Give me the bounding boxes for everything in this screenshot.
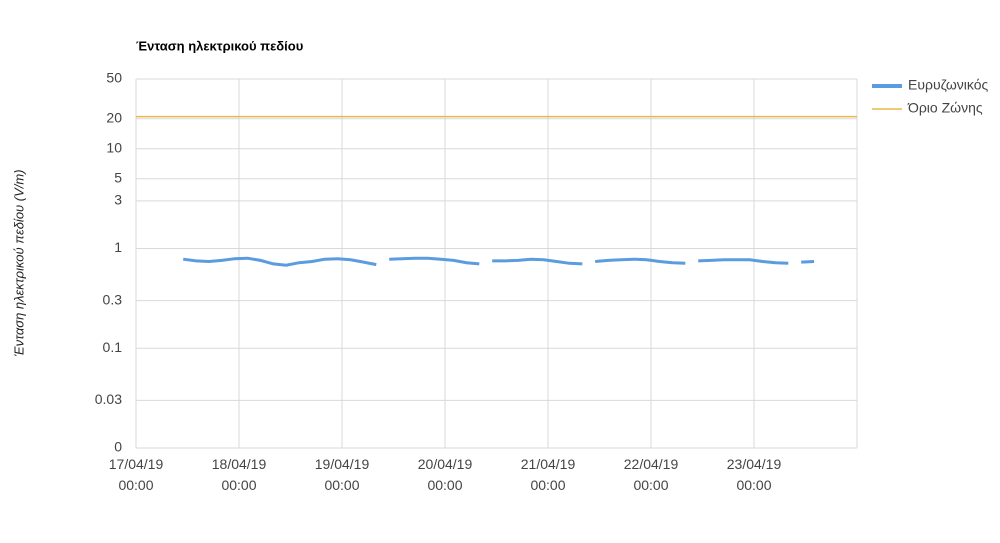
legend-label: Όριο Ζώνης <box>907 100 983 116</box>
y-tick-label: 10 <box>106 139 122 155</box>
y-tick-label: 3 <box>114 192 122 208</box>
x-tick-label: 18/04/19 00:00 <box>212 456 267 493</box>
x-tick-label: 21/04/19 00:00 <box>521 456 576 493</box>
y-tick-label: 0.1 <box>103 339 123 355</box>
y-tick-label: 0.03 <box>95 391 122 407</box>
legend-label: Ευρυζωνικός <box>908 77 989 93</box>
x-tick-label: 22/04/19 00:00 <box>624 456 679 493</box>
y-tick-label: 0.3 <box>103 291 123 307</box>
y-tick-label: 1 <box>114 239 122 255</box>
x-tick-label: 19/04/19 00:00 <box>315 456 370 493</box>
x-tick-label: 17/04/19 00:00 <box>109 456 164 493</box>
y-axis-label: Ένταση ηλεκτρικού πεδίου (V/m) <box>11 169 26 356</box>
y-tick-label: 50 <box>106 70 122 86</box>
y-tick-label: 0 <box>114 439 122 455</box>
chart-title: Ένταση ηλεκτρικού πεδίου <box>136 38 304 53</box>
y-tick-label: 20 <box>106 109 122 125</box>
y-tick-label: 5 <box>114 169 122 185</box>
x-tick-label: 20/04/19 00:00 <box>418 456 473 493</box>
x-tick-label: 23/04/19 00:00 <box>727 456 782 493</box>
data-line <box>183 256 815 267</box>
